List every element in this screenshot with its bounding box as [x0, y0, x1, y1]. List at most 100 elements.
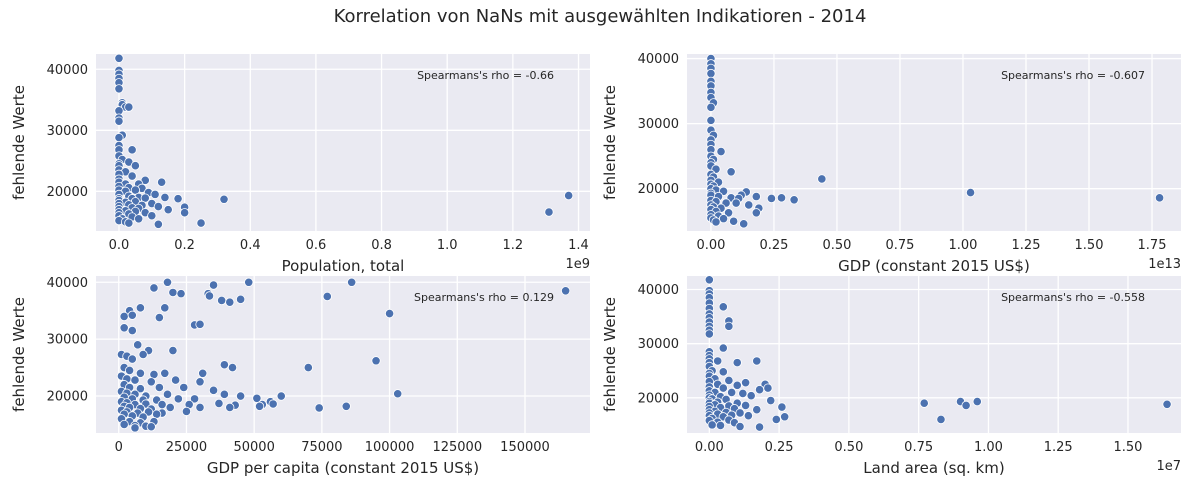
data-point	[735, 408, 745, 418]
subplot-4: 0.00 0.25 0.50 0.75 1.00 1.25 1.50 20000 30000 40…	[601, 276, 1181, 477]
y-tick-label: 20000	[47, 185, 88, 200]
data-point	[160, 192, 170, 203]
x-tick-label: 0.75	[904, 440, 933, 455]
data-point	[739, 219, 749, 229]
data-point	[176, 289, 186, 299]
data-point	[936, 414, 946, 425]
data-point	[314, 403, 324, 413]
data-point	[777, 402, 787, 412]
data-point	[706, 115, 716, 125]
data-point	[713, 356, 723, 366]
data-point	[127, 171, 137, 181]
data-point	[763, 383, 773, 393]
data-points	[706, 54, 1165, 229]
data-point	[130, 161, 140, 171]
data-point	[134, 214, 144, 224]
data-point	[195, 319, 205, 329]
subplot-1: 0.0 0.2 0.4 0.6 0.8 1.0 1.2 1.4 20000 30000 40000 P…	[10, 54, 590, 275]
x-offset-label: 1e7	[1156, 459, 1181, 474]
data-point	[972, 396, 982, 407]
data-point	[157, 399, 167, 410]
data-point	[723, 208, 734, 218]
x-tick-label: 0.00	[695, 440, 724, 455]
data-point	[196, 218, 206, 228]
y-tick-label: 30000	[47, 333, 88, 348]
data-point	[724, 375, 734, 386]
data-point	[225, 297, 235, 307]
data-point	[114, 84, 124, 94]
y-axis-label: fehlende Werte	[10, 297, 28, 412]
data-point	[154, 312, 164, 323]
x-tick-label: 150000	[500, 440, 550, 455]
data-point	[119, 419, 129, 430]
x-axis-label: Population, total	[282, 257, 405, 275]
data-point	[776, 193, 787, 203]
data-point	[735, 421, 745, 432]
x-tick-label: 1.4	[568, 238, 589, 253]
data-point	[919, 398, 929, 408]
data-point	[181, 406, 192, 416]
y-axis-label: fehlende Werte	[601, 297, 619, 412]
data-point	[716, 147, 726, 157]
y-tick-label: 40000	[638, 52, 679, 67]
x-tick-label: 0.2	[174, 238, 195, 253]
data-point	[744, 200, 754, 210]
x-offset-label: 1e9	[565, 257, 590, 272]
data-point	[711, 217, 721, 227]
data-point	[217, 295, 227, 306]
data-point	[766, 193, 777, 204]
data-point	[1154, 193, 1165, 203]
y-tick-label: 30000	[47, 124, 88, 139]
data-point	[189, 394, 200, 404]
data-point	[752, 405, 762, 415]
data-point	[236, 294, 246, 304]
data-point	[732, 380, 742, 390]
y-tick-label: 20000	[638, 391, 679, 406]
x-tick-label: 0.75	[885, 238, 914, 253]
x-tick-label: 25000	[166, 440, 207, 455]
x-tick-label: 100000	[365, 440, 415, 455]
data-point	[204, 291, 215, 301]
data-point	[195, 377, 205, 387]
data-point	[219, 360, 229, 370]
spearman-annotation: Spearmans's rho = -0.607	[1001, 69, 1145, 82]
data-point	[208, 280, 219, 290]
x-tick-label: 1.50	[1113, 440, 1142, 455]
data-point	[114, 133, 124, 143]
data-point	[198, 368, 208, 378]
x-offset-label: 1e13	[1148, 257, 1181, 272]
data-point	[322, 291, 332, 302]
data-point	[173, 394, 183, 404]
data-point	[254, 401, 265, 411]
spearman-annotation: Spearmans's rho = -0.558	[1001, 291, 1145, 304]
data-point	[276, 391, 286, 401]
data-point	[384, 308, 395, 319]
data-point	[754, 422, 765, 432]
y-tick-label: 20000	[47, 390, 88, 405]
data-point	[341, 401, 351, 411]
data-points	[116, 277, 571, 433]
data-point	[252, 393, 262, 403]
x-tick-label: 0.50	[822, 238, 851, 253]
data-point	[731, 198, 741, 208]
y-tick-label: 30000	[638, 117, 679, 132]
y-tick-label: 40000	[638, 283, 679, 298]
data-point	[718, 383, 728, 393]
x-tick-label: 75000	[301, 440, 342, 455]
data-point	[268, 399, 278, 409]
x-tick-label: 50000	[233, 440, 274, 455]
y-axis-label: fehlende Werte	[601, 85, 619, 200]
data-point	[130, 375, 140, 385]
x-axis-label: Land area (sq. km)	[863, 459, 1004, 477]
data-point	[173, 194, 183, 204]
data-point	[168, 345, 178, 356]
data-point	[751, 208, 761, 218]
data-point	[789, 195, 799, 205]
data-point	[119, 311, 129, 321]
data-point	[160, 303, 170, 313]
x-tick-label: 1.2	[503, 238, 524, 253]
data-point	[718, 367, 728, 377]
data-point	[150, 189, 160, 199]
